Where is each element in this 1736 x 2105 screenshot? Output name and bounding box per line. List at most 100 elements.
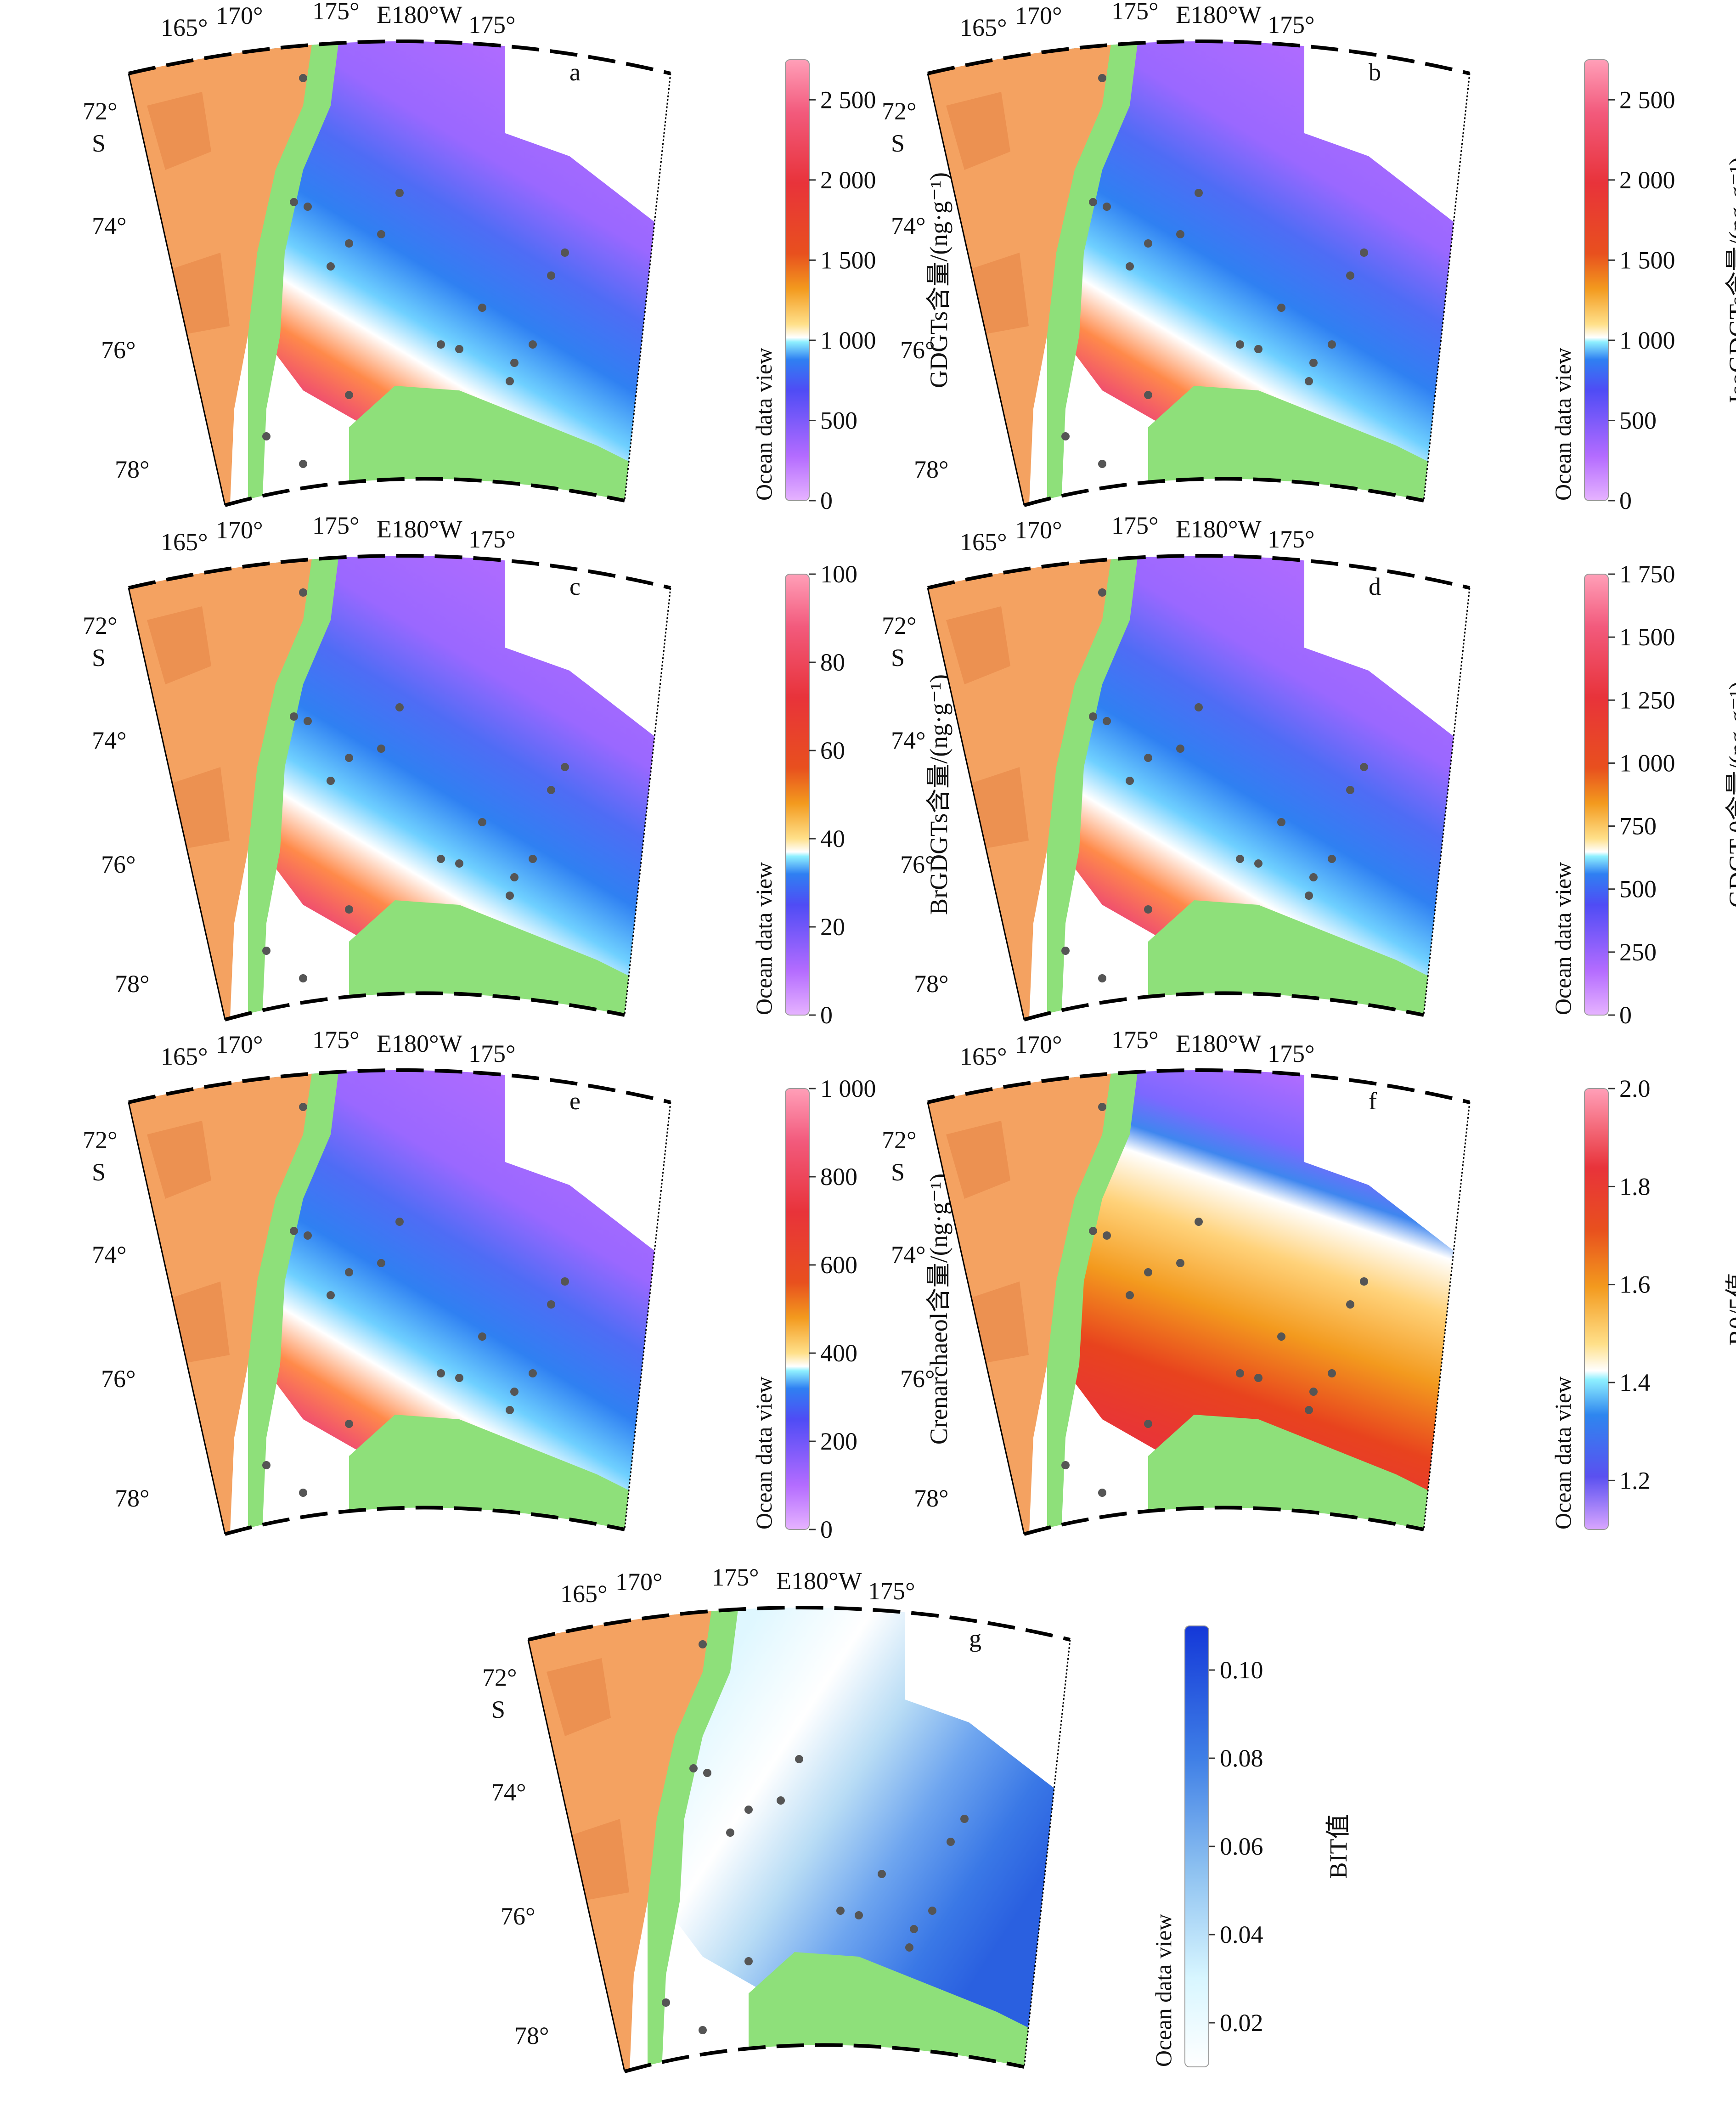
station-dot xyxy=(1305,892,1313,900)
lat-label: 76° xyxy=(900,336,935,364)
lon-label: 170° xyxy=(1015,516,1062,544)
station-dot xyxy=(1176,1259,1184,1267)
station-dot xyxy=(547,271,555,280)
lon-label: E180°W xyxy=(1176,515,1262,543)
ocean-field xyxy=(248,41,671,473)
lon-label: E180°W xyxy=(377,1030,462,1057)
lat-label: 72° xyxy=(482,1664,517,1691)
lat-label: 78° xyxy=(115,456,150,483)
colorbar-tick-label: 100 xyxy=(820,560,857,588)
lon-label: 175° xyxy=(1268,11,1315,39)
lon-label: 170° xyxy=(216,516,263,544)
frame-bottom xyxy=(1023,991,1424,1021)
station-dot xyxy=(561,1277,569,1286)
station-dot xyxy=(506,1406,514,1414)
station-dot xyxy=(910,1925,918,1933)
station-dot xyxy=(345,239,353,248)
colorbar-g: 0.02 0.04 0.06 0.08 0.10 Ocean data view BIT值 xyxy=(1150,1625,1352,2067)
colorbar-tick-label: 0 xyxy=(820,487,833,514)
colorbar-tick-label: 0 xyxy=(820,1516,833,1543)
lat-label: 76° xyxy=(900,1365,935,1393)
station-dot xyxy=(1089,1227,1097,1235)
station-dot xyxy=(304,1231,312,1240)
station-dot xyxy=(395,703,404,711)
colorbar-tick-label: 0.08 xyxy=(1220,1744,1263,1772)
map-panel-c: 165° 170° 175° E180°W 175°72°74°76°78°Sc xyxy=(83,512,671,1021)
colorbar-tick-label: 2 500 xyxy=(1619,86,1675,113)
colorbar-tick-label: 0.02 xyxy=(1220,2009,1263,2037)
lon-label: 175° xyxy=(1268,525,1315,553)
lat-label: 72° xyxy=(882,612,917,639)
station-dot xyxy=(304,203,312,211)
colorbar-title: GDGTs含量/(ng·g⁻¹) xyxy=(925,172,953,388)
station-dot xyxy=(878,1870,886,1878)
station-dot xyxy=(327,777,335,785)
station-dot xyxy=(1126,1291,1134,1299)
station-dot xyxy=(529,1369,537,1377)
station-dot xyxy=(1098,588,1106,597)
colorbar-bar xyxy=(785,59,810,501)
colorbar-tick-label: 0 xyxy=(1619,1001,1632,1029)
station-dot xyxy=(437,1369,445,1377)
colorbar-tick-label: 2 000 xyxy=(820,166,876,194)
station-dot xyxy=(1126,777,1134,785)
station-dot xyxy=(1360,1277,1368,1286)
lon-label: 175° xyxy=(1111,0,1159,25)
station-dot xyxy=(299,460,307,468)
station-dot xyxy=(1098,1489,1106,1497)
station-dot xyxy=(547,1300,555,1309)
ocean-field xyxy=(248,556,671,988)
map-panel-g: 165° 170° 175° E180°W 175°72°74°76°78°Sg xyxy=(482,1563,1071,2073)
station-dot xyxy=(689,1764,698,1772)
colorbar-tick-label: 750 xyxy=(1619,813,1657,840)
station-dot xyxy=(928,1907,936,1915)
colorbar-title: Crenarchaeol含量/(ng·g⁻¹) xyxy=(925,1174,953,1445)
station-dot xyxy=(377,1259,385,1267)
station-dot xyxy=(1254,1374,1263,1382)
lon-label: E180°W xyxy=(776,1567,862,1595)
colorbar-tick-label: 1 500 xyxy=(820,246,876,274)
colorbar-bar xyxy=(1584,574,1609,1016)
lon-label: 175° xyxy=(1111,512,1159,539)
map-panel-a: 165° 170° 175° E180°W 175°72°74°76°78°Sa xyxy=(83,0,671,507)
station-dot xyxy=(905,1943,913,1952)
odv-label: Ocean data view xyxy=(751,1377,777,1529)
colorbar-tick-label: 2 000 xyxy=(1619,166,1675,194)
station-dot xyxy=(1346,1300,1354,1309)
odv-label: Ocean data view xyxy=(1550,348,1576,501)
colorbar-tick-label: 1 000 xyxy=(1619,327,1675,354)
odv-label: Ocean data view xyxy=(1150,1914,1176,2067)
station-dot xyxy=(262,1461,271,1469)
ocean-field xyxy=(648,1608,1070,2039)
ocean-field xyxy=(1047,41,1470,473)
colorbar-tick-label: 0 xyxy=(820,1001,833,1029)
colorbar-title: IsoGDGTs含量/(ng·g⁻¹) xyxy=(1724,157,1736,403)
lat-label: 72° xyxy=(882,97,917,125)
colorbar-bar xyxy=(785,1088,810,1530)
colorbar-tick-label: 600 xyxy=(820,1251,857,1279)
station-dot xyxy=(1309,1388,1318,1396)
station-dot xyxy=(478,818,486,826)
hemisphere-label: S xyxy=(891,644,905,672)
station-dot xyxy=(529,340,537,349)
station-dot xyxy=(345,391,353,399)
lat-label: 78° xyxy=(914,1484,949,1512)
station-dot xyxy=(377,230,385,238)
station-dot xyxy=(1176,230,1184,238)
station-dot xyxy=(1195,703,1203,711)
station-dot xyxy=(1144,1268,1152,1276)
colorbar-tick-label: 1.8 xyxy=(1619,1173,1651,1200)
lon-label: 175° xyxy=(312,1026,360,1054)
station-dot xyxy=(1176,745,1184,753)
colorbar-tick-label: 1 750 xyxy=(1619,560,1675,588)
hemisphere-label: S xyxy=(891,130,905,157)
station-dot xyxy=(455,1374,463,1382)
station-dot xyxy=(1089,198,1097,206)
colorbar-tick-label: 500 xyxy=(820,406,857,434)
ocean-field xyxy=(1047,556,1470,988)
colorbar-bar xyxy=(1584,59,1609,501)
station-dot xyxy=(395,189,404,197)
colorbar-tick-label: 40 xyxy=(820,825,845,852)
station-dot xyxy=(1236,340,1244,349)
colorbar-tick-label: 80 xyxy=(820,649,845,676)
